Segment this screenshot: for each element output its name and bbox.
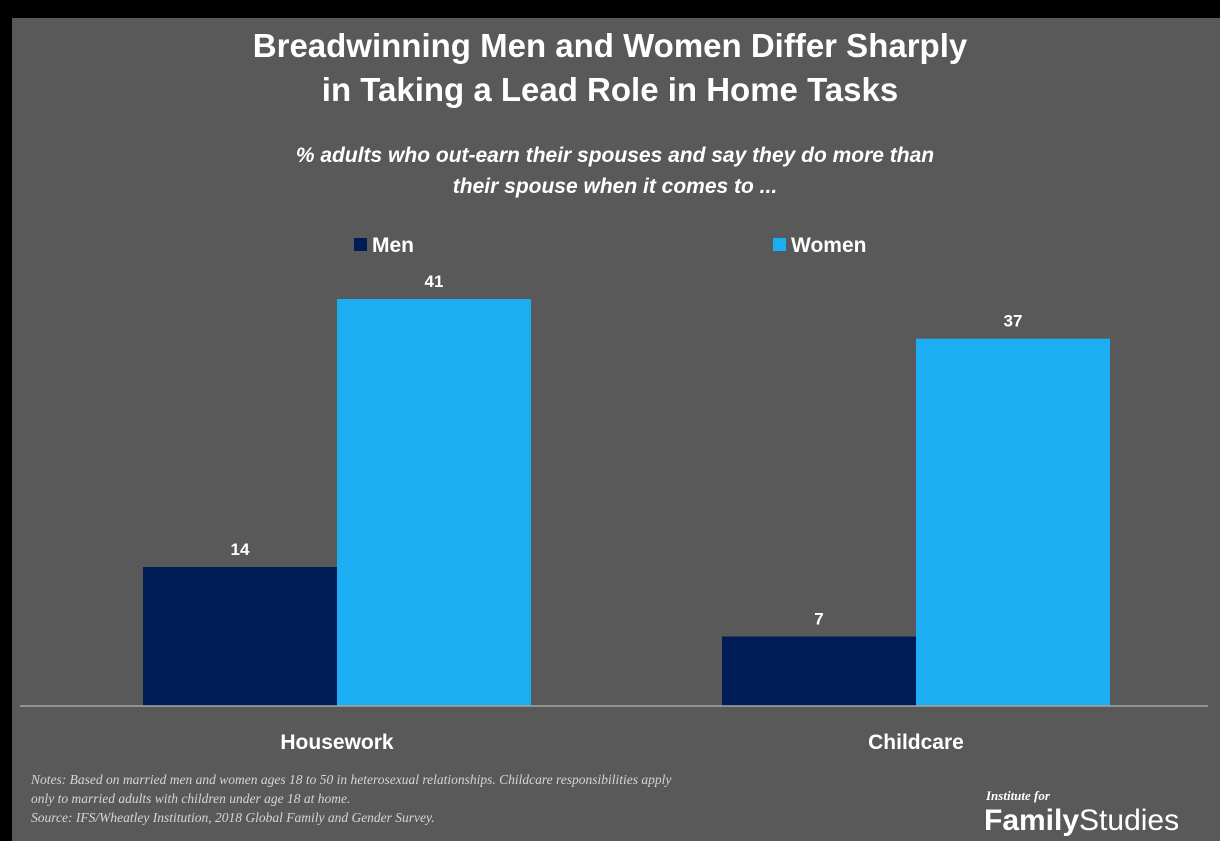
legend-swatch-men bbox=[354, 238, 367, 251]
bar-housework-women bbox=[337, 299, 531, 706]
ifs-logo: Institute for FamilyStudies bbox=[984, 788, 1220, 841]
logo-studies-text: Studies bbox=[1079, 804, 1180, 837]
chart-subtitle: % adults who out-earn their spouses and … bbox=[0, 140, 1220, 202]
bar-childcare-women bbox=[916, 338, 1110, 706]
data-label-housework-women: 41 bbox=[425, 272, 444, 291]
chart-subtitle-line: % adults who out-earn their spouses and … bbox=[295, 144, 935, 167]
chart-notes: Notes: Based on married men and women ag… bbox=[31, 770, 971, 827]
x-tick-label-housework: Housework bbox=[280, 731, 394, 754]
notes-line: Notes: Based on married men and women ag… bbox=[31, 772, 672, 787]
logo-family-text: Family bbox=[984, 804, 1080, 837]
bar-housework-men bbox=[143, 567, 337, 706]
logo-wordmark: FamilyStudies bbox=[984, 804, 1179, 838]
x-tick-label-childcare: Childcare bbox=[868, 731, 964, 754]
notes-line: only to married adults with children und… bbox=[31, 791, 351, 806]
bar-childcare-men bbox=[722, 636, 916, 706]
chart-title-line: in Taking a Lead Role in Home Tasks bbox=[321, 71, 899, 108]
logo-institute-text: Institute for bbox=[986, 788, 1050, 803]
source-line: Source: IFS/Wheatley Institution, 2018 G… bbox=[31, 810, 435, 825]
chart-title-line: Breadwinning Men and Women Differ Sharpl… bbox=[252, 27, 968, 64]
legend-swatch-women bbox=[773, 238, 786, 251]
data-label-childcare-men: 7 bbox=[814, 610, 823, 629]
chart-subtitle-line: their spouse when it comes to ... bbox=[452, 175, 778, 198]
data-label-housework-men: 14 bbox=[231, 540, 250, 559]
data-label-childcare-women: 37 bbox=[1004, 312, 1023, 331]
chart-title: Breadwinning Men and Women Differ Sharpl… bbox=[0, 24, 1220, 112]
legend-label-women: Women bbox=[791, 234, 866, 257]
legend-label-men: Men bbox=[372, 234, 414, 257]
